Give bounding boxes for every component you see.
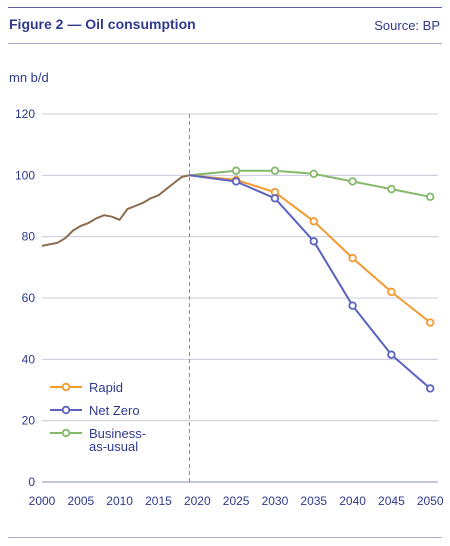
x-tick-label: 2015 bbox=[145, 494, 172, 508]
legend-label-bau: as-usual bbox=[89, 439, 138, 454]
y-tick-label: 0 bbox=[28, 475, 35, 489]
y-tick-label: 100 bbox=[15, 168, 35, 182]
header-rule bbox=[8, 43, 442, 44]
y-tick-label: 20 bbox=[22, 414, 36, 428]
y-axis-unit: mn b/d bbox=[9, 70, 49, 85]
data-point-bau bbox=[309, 169, 318, 178]
y-tick-label: 120 bbox=[15, 107, 35, 121]
legend-label-net_zero: Net Zero bbox=[89, 403, 140, 418]
data-point-rapid bbox=[426, 318, 435, 327]
data-point-net_zero bbox=[348, 301, 357, 310]
x-tick-label: 2020 bbox=[184, 494, 211, 508]
data-point-bau bbox=[426, 192, 435, 201]
x-tick-label: 2025 bbox=[223, 494, 250, 508]
x-tick-label: 2010 bbox=[106, 494, 133, 508]
data-point-rapid bbox=[348, 253, 357, 263]
data-point-net_zero bbox=[387, 350, 396, 359]
legend-marker-bau bbox=[61, 428, 71, 438]
legend-label-rapid: Rapid bbox=[89, 380, 123, 395]
data-point-net_zero bbox=[309, 237, 318, 246]
y-tick-label: 80 bbox=[22, 230, 36, 244]
series-line-history bbox=[41, 174, 190, 247]
data-point-bau bbox=[387, 184, 396, 194]
x-tick-label: 2040 bbox=[339, 494, 366, 508]
series-group bbox=[41, 166, 435, 393]
data-point-net_zero bbox=[270, 194, 280, 203]
bottom-rule bbox=[8, 537, 442, 538]
data-point-bau bbox=[348, 177, 357, 186]
data-point-rapid bbox=[387, 287, 396, 297]
top-rule bbox=[8, 7, 442, 8]
data-point-net_zero bbox=[426, 384, 435, 393]
data-point-rapid bbox=[309, 217, 318, 226]
x-tick-label: 2045 bbox=[378, 494, 405, 508]
data-point-bau bbox=[231, 166, 241, 175]
data-point-bau bbox=[270, 166, 280, 175]
figure-title: Figure 2 — Oil consumption bbox=[9, 16, 196, 32]
legend-marker-rapid bbox=[61, 382, 71, 392]
data-point-net_zero bbox=[231, 177, 241, 186]
x-tick-label: 2050 bbox=[417, 494, 444, 508]
x-tick-label: 2035 bbox=[300, 494, 327, 508]
series-line-rapid bbox=[189, 174, 431, 324]
figure-source: Source: BP bbox=[374, 18, 440, 33]
x-tick-label: 2030 bbox=[262, 494, 289, 508]
legend-label-bau: Business- bbox=[89, 426, 146, 441]
grid-lines bbox=[42, 113, 438, 483]
x-tick-label: 2000 bbox=[29, 494, 56, 508]
x-tick-label: 2005 bbox=[67, 494, 94, 508]
legend: Rapid Net Zero Business-as-usual bbox=[50, 380, 146, 454]
y-tick-label: 60 bbox=[22, 291, 36, 305]
y-tick-label: 40 bbox=[22, 352, 36, 366]
legend-marker-net_zero bbox=[61, 405, 71, 415]
